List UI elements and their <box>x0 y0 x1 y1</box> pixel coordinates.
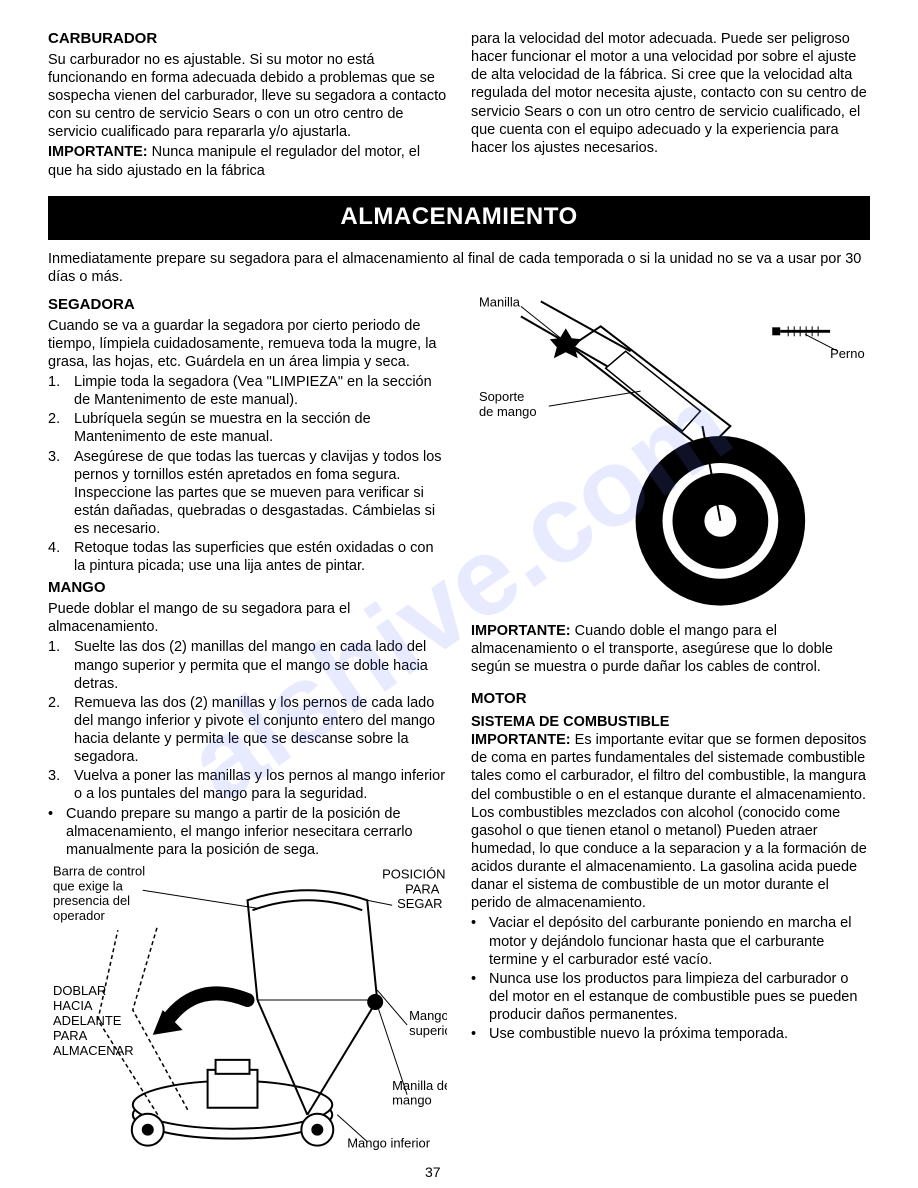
svg-text:Manilla del: Manilla del <box>392 1078 447 1093</box>
list-item: •Vaciar el depósito del carburante ponie… <box>471 914 870 968</box>
carburador-importante-label: IMPORTANTE: <box>48 144 148 160</box>
segadora-heading: SEGADORA <box>48 296 447 315</box>
svg-text:Mango inferior: Mango inferior <box>347 1136 430 1150</box>
svg-text:operador: operador <box>53 908 106 923</box>
motor-bullets: •Vaciar el depósito del carburante ponie… <box>471 914 870 1043</box>
list-item: 4.Retoque todas las superficies que esté… <box>48 539 447 575</box>
list-text: Suelte las dos (2) manillas del mango en… <box>74 638 447 692</box>
list-number: 2. <box>48 410 74 446</box>
segadora-body: Cuando se va a guardar la segadora por c… <box>48 317 447 371</box>
carburador-heading: CARBURADOR <box>48 30 447 49</box>
motor-importante-label: IMPORTANTE: <box>471 732 571 748</box>
svg-text:que exige la: que exige la <box>53 878 124 893</box>
bullet-icon: • <box>471 914 489 968</box>
list-item: 2.Lubríquela según se muestra en la secc… <box>48 410 447 446</box>
svg-text:DOBLAR: DOBLAR <box>53 983 106 998</box>
handle-diagram: Barra de control que exige la presencia … <box>48 860 447 1150</box>
wheel-diagram: Manilla Perno Soporte de mango <box>471 296 870 616</box>
list-item: •Cuando prepare su mango a partir de la … <box>48 805 447 859</box>
almacenamiento-banner: ALMACENAMIENTO <box>48 196 870 240</box>
motor-importante: IMPORTANTE: Es importante evitar que se … <box>471 731 870 912</box>
list-text: Retoque todas las superficies que estén … <box>74 539 447 575</box>
list-item: 3.Vuelva a poner las manillas y los pern… <box>48 767 447 803</box>
mango-body: Puede doblar el mango de su segadora par… <box>48 600 447 636</box>
list-number: 3. <box>48 767 74 803</box>
list-text: Asegúrese de que todas las tuercas y cla… <box>74 448 447 539</box>
wheel-svg: Manilla Perno Soporte de mango <box>471 296 870 616</box>
bullet-icon: • <box>471 970 489 1024</box>
svg-text:ALMACENAR: ALMACENAR <box>53 1043 134 1058</box>
list-number: 3. <box>48 448 74 539</box>
svg-text:mango: mango <box>392 1093 432 1108</box>
handle-svg: Barra de control que exige la presencia … <box>48 860 447 1150</box>
list-number: 1. <box>48 373 74 409</box>
list-item: •Nunca use los productos para limpieza d… <box>471 970 870 1024</box>
carburador-right: para la velocidad del motor adecuada. Pu… <box>471 30 870 182</box>
importante-mango-label: IMPORTANTE: <box>471 623 571 639</box>
list-item: •Use combustible nuevo la próxima tempor… <box>471 1025 870 1043</box>
list-text: Vaciar el depósito del carburante ponien… <box>489 914 870 968</box>
importante-mango: IMPORTANTE: Cuando doble el mango para e… <box>471 622 870 676</box>
list-text: Remueva las dos (2) manillas y los perno… <box>74 694 447 767</box>
wheel-label-soporte1: Soporte <box>479 389 524 404</box>
carburador-body-right: para la velocidad del motor adecuada. Pu… <box>471 30 870 157</box>
list-text: Cuando prepare su mango a partir de la p… <box>66 805 447 859</box>
wheel-label-manilla: Manilla <box>479 296 521 309</box>
svg-text:presencia del: presencia del <box>53 893 130 908</box>
motor-importante-text: Es importante evitar que se formen depos… <box>471 732 867 911</box>
intro-text: Inmediatamente prepare su segadora para … <box>48 250 870 286</box>
mango-heading: MANGO <box>48 579 447 598</box>
list-number: 4. <box>48 539 74 575</box>
list-text: Use combustible nuevo la próxima tempora… <box>489 1025 788 1043</box>
handle-label-barra: Barra de control <box>53 863 145 878</box>
svg-text:ADELANTE: ADELANTE <box>53 1013 122 1028</box>
list-item: 1.Suelte las dos (2) manillas del mango … <box>48 638 447 692</box>
mango-bullets: •Cuando prepare su mango a partir de la … <box>48 805 447 859</box>
svg-text:PARA: PARA <box>405 881 440 896</box>
svg-text:Mango: Mango <box>409 1008 447 1023</box>
motor-heading: MOTOR <box>471 690 870 709</box>
svg-text:SEGAR: SEGAR <box>397 896 442 911</box>
wheel-label-soporte2: de mango <box>479 404 537 419</box>
page-number: 37 <box>425 1164 441 1180</box>
list-text: Vuelva a poner las manillas y los pernos… <box>74 767 447 803</box>
carburador-left: CARBURADOR Su carburador no es ajustable… <box>48 30 447 182</box>
carburador-importante: IMPORTANTE: Nunca manipule el regulador … <box>48 143 447 179</box>
bullet-icon: • <box>471 1025 489 1043</box>
svg-text:PARA: PARA <box>53 1028 88 1043</box>
list-item: 3.Asegúrese de que todas las tuercas y c… <box>48 448 447 539</box>
right-column: Manilla Perno Soporte de mango IMPORTANT… <box>471 296 870 1150</box>
page-content: CARBURADOR Su carburador no es ajustable… <box>0 0 918 1160</box>
left-column: SEGADORA Cuando se va a guardar la segad… <box>48 296 447 1150</box>
list-item: 1.Limpie toda la segadora (Vea "LIMPIEZA… <box>48 373 447 409</box>
svg-text:POSICIÓN: POSICIÓN <box>382 866 445 881</box>
carburador-columns: CARBURADOR Su carburador no es ajustable… <box>48 30 870 182</box>
carburador-body1: Su carburador no es ajustable. Si su mot… <box>48 51 447 142</box>
list-text: Limpie toda la segadora (Vea "LIMPIEZA" … <box>74 373 447 409</box>
list-item: 2.Remueva las dos (2) manillas y los per… <box>48 694 447 767</box>
banner-text: ALMACENAMIENTO <box>340 203 577 230</box>
wheel-label-perno: Perno <box>830 346 865 361</box>
segadora-list: 1.Limpie toda la segadora (Vea "LIMPIEZA… <box>48 373 447 575</box>
svg-text:HACIA: HACIA <box>53 998 93 1013</box>
bullet-icon: • <box>48 805 66 859</box>
list-number: 2. <box>48 694 74 767</box>
mango-list: 1.Suelte las dos (2) manillas del mango … <box>48 638 447 803</box>
motor-subheading: SISTEMA DE COMBUSTIBLE <box>471 713 870 731</box>
main-columns: SEGADORA Cuando se va a guardar la segad… <box>48 296 870 1150</box>
svg-text:superior: superior <box>409 1023 447 1038</box>
list-text: Nunca use los productos para limpieza de… <box>489 970 870 1024</box>
list-number: 1. <box>48 638 74 692</box>
list-text: Lubríquela según se muestra en la secció… <box>74 410 447 446</box>
